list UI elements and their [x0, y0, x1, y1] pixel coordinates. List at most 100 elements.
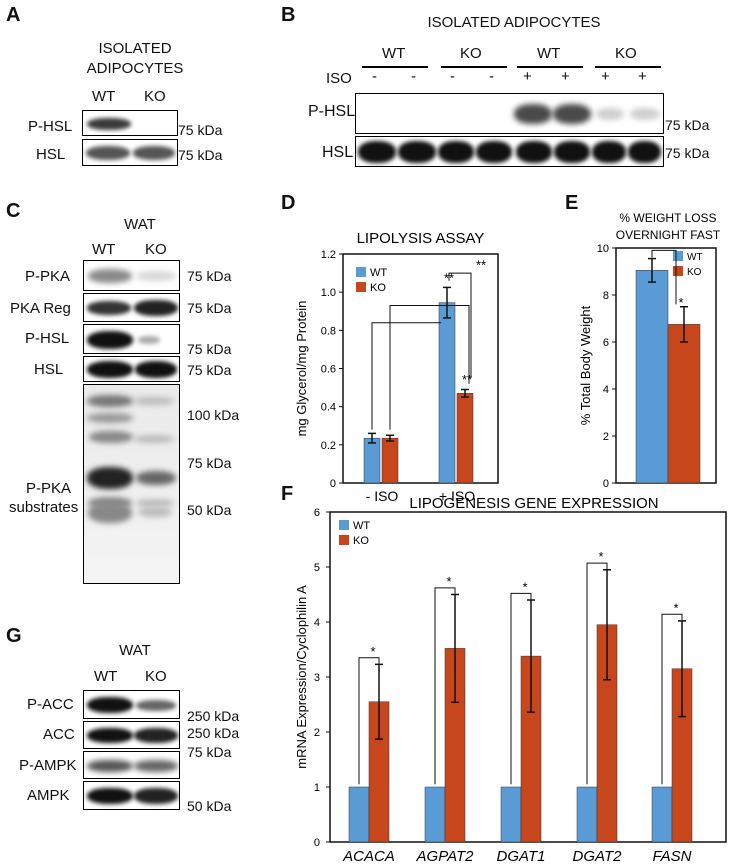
iso-sign: +	[561, 68, 570, 85]
significance-mark: *	[370, 644, 375, 659]
panel-g-header: WAT	[119, 642, 151, 659]
kda-marker: 75 kDa	[187, 300, 232, 316]
significance-mark: *	[446, 574, 451, 589]
group-underline	[517, 66, 583, 68]
y-axis-label: % Total Body Weight	[578, 305, 593, 425]
blot-row-label: P-HSL	[308, 103, 356, 120]
y-tick-label: 6	[314, 507, 320, 519]
legend-swatch	[356, 282, 366, 292]
y-tick-label: 8	[603, 290, 609, 302]
blot-phsl-c	[83, 324, 180, 354]
blot-row-label: HSL	[322, 144, 354, 161]
chart-title: LIPOLYSIS ASSAY	[357, 230, 485, 247]
x-tick-label: + ISO	[439, 488, 475, 504]
blot-row-label: HSL	[34, 361, 64, 378]
kda-marker: 75 kDa	[178, 147, 223, 163]
x-tick-label: - ISO	[366, 488, 399, 504]
y-tick-label: 2	[314, 727, 320, 739]
significance-mark: **	[462, 372, 472, 387]
blot-ampk	[83, 781, 180, 810]
significance-bracket	[448, 272, 472, 379]
blot-row-label: AMPK	[27, 787, 70, 804]
panel-c-header: WAT	[124, 216, 156, 233]
panel-a-header-line1: ISOLATED	[98, 40, 172, 57]
y-tick-label: 1	[314, 782, 320, 794]
blot-hsl-b	[355, 136, 664, 167]
panel-c-col-wt: WT	[92, 241, 116, 258]
kda-marker: 75 kDa	[187, 455, 232, 471]
significance-mark: **	[476, 257, 486, 272]
bar	[500, 786, 522, 843]
kda-marker: 100 kDa	[187, 407, 240, 423]
kda-marker: 75 kDa	[665, 145, 710, 161]
bar	[348, 786, 370, 843]
blot-row-label: P-PKA	[25, 268, 71, 285]
iso-sign: -	[411, 68, 416, 85]
panel-c-col-ko: KO	[145, 241, 167, 258]
bar	[424, 786, 446, 843]
kda-marker: 75 kDa	[187, 362, 232, 378]
panel-b-letter: B	[281, 4, 296, 26]
kda-marker: 50 kDa	[187, 502, 232, 518]
y-tick-label: 4	[603, 384, 609, 396]
legend-label: WT	[370, 267, 387, 279]
kda-marker: 75 kDa	[178, 122, 223, 138]
panel-g-col-ko: KO	[145, 668, 167, 685]
blot-phsl-b	[355, 93, 664, 134]
chart-title: OVERNIGHT FAST	[616, 228, 721, 242]
panel-g-col-wt: WT	[94, 668, 118, 685]
group-label: WT	[537, 45, 561, 62]
panel-f-letter: F	[281, 483, 294, 505]
blot-row-label: HSL	[36, 146, 66, 163]
y-tick-label: 0.6	[321, 364, 336, 376]
legend-swatch	[339, 520, 349, 530]
panel-c-letter: C	[6, 200, 21, 222]
legend-label: KO	[353, 535, 369, 547]
iso-sign: -	[489, 68, 494, 85]
kda-marker: 75 kDa	[187, 341, 232, 357]
panel-a-col-wt: WT	[92, 88, 116, 105]
y-tick-label: 0	[330, 478, 336, 490]
legend-swatch	[673, 266, 683, 276]
significance-mark: *	[598, 549, 603, 564]
x-tick-label: FASN	[653, 848, 692, 865]
kda-marker: 75 kDa	[187, 744, 232, 760]
y-tick-label: 5	[314, 562, 320, 574]
group-label: WT	[382, 45, 406, 62]
substrates-label-line1: P-PKA	[26, 480, 72, 497]
kda-marker: 250 kDa	[187, 708, 240, 724]
y-tick-label: 1.2	[321, 249, 336, 261]
legend-swatch	[673, 251, 683, 261]
y-tick-label: 2	[603, 431, 609, 443]
y-axis-label: mRNA Expression/Cyclophilin A	[294, 585, 309, 769]
blot-hsl-a	[82, 139, 178, 166]
chart-title: LIPOGENESIS GENE EXPRESSION	[409, 495, 658, 512]
significance-bracket	[434, 587, 456, 785]
blot-phsl-a	[82, 110, 178, 136]
y-tick-label: 0.8	[321, 325, 336, 337]
blot-pacc	[83, 690, 180, 719]
group-underline	[595, 66, 661, 68]
blot-acc	[83, 721, 180, 749]
y-tick-label: 0	[603, 478, 609, 490]
y-tick-label: 0.4	[321, 402, 336, 414]
significance-mark: *	[673, 600, 678, 615]
legend-swatch	[356, 267, 366, 277]
kda-marker: 75 kDa	[187, 268, 232, 284]
bar	[667, 324, 701, 484]
bar	[651, 786, 673, 843]
legend-label: KO	[687, 267, 702, 278]
y-tick-label: 0.2	[321, 440, 336, 452]
y-tick-label: 10	[597, 243, 609, 255]
iso-sign: -	[372, 68, 377, 85]
x-tick-label: DGAT2	[573, 848, 623, 865]
blot-row-label: P-AMPK	[19, 757, 77, 774]
panel-a-header-line2: ADIPOCYTES	[86, 60, 184, 77]
blot-row-label: ACC	[43, 726, 75, 743]
y-tick-label: 3	[314, 672, 320, 684]
blot-pampk	[83, 751, 180, 779]
iso-sign: +	[523, 68, 532, 85]
